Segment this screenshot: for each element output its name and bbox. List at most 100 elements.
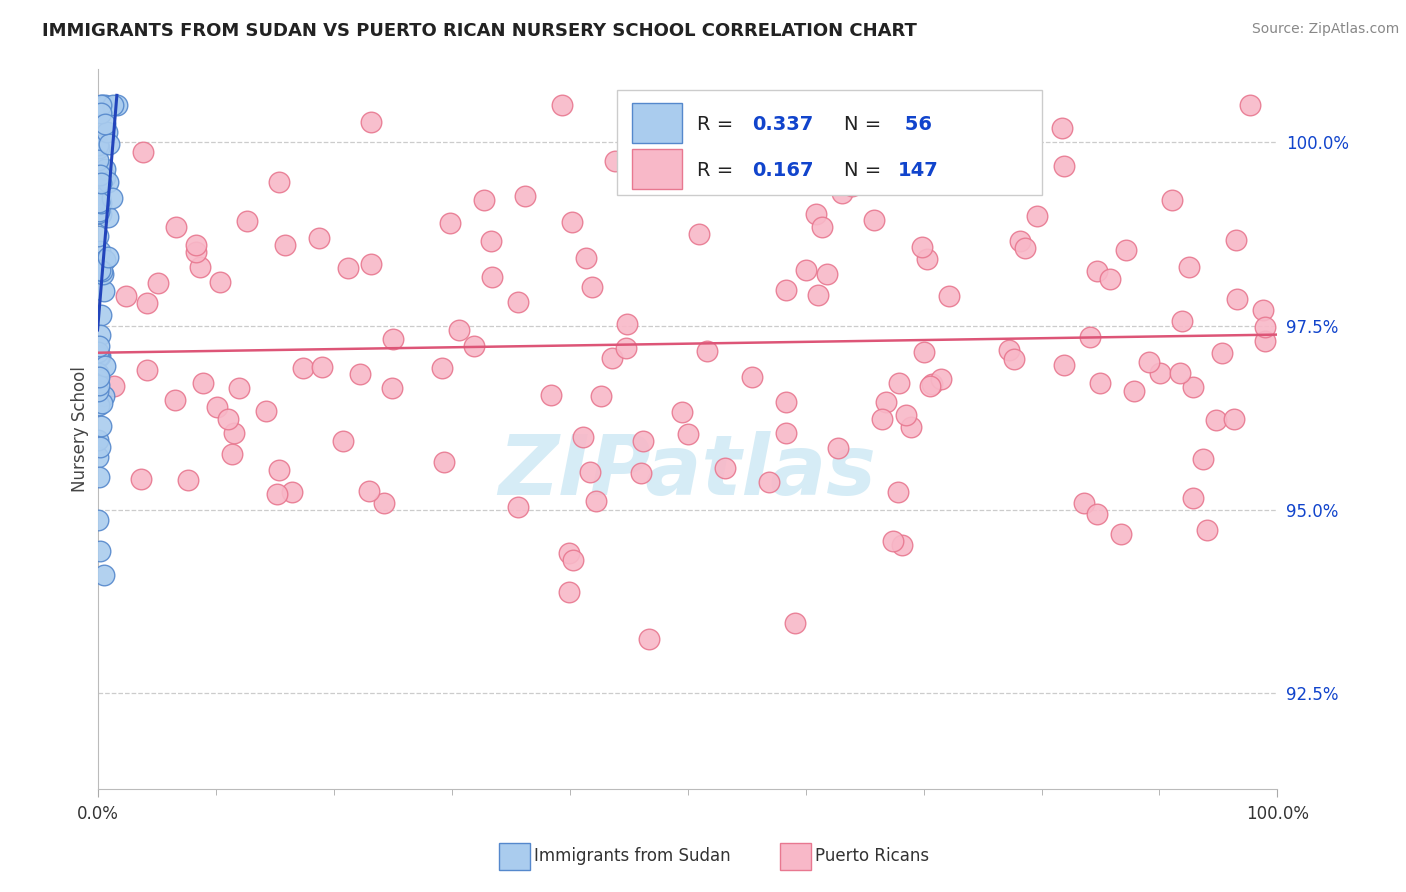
Point (811, 219, 834, 234)
Text: R =: R = (697, 161, 740, 180)
Point (638, 632, 661, 646)
Point (165, 219, 187, 234)
Point (114, 288, 136, 302)
Point (101, 98, 124, 112)
Point (447, 323, 470, 337)
Point (775, 283, 797, 297)
Point (630, 466, 652, 480)
Text: ZIPatlas: ZIPatlas (499, 432, 876, 512)
Point (97, 175, 120, 189)
Point (1053, 159, 1076, 173)
Point (918, 379, 941, 393)
Point (432, 360, 454, 375)
Point (900, 420, 922, 434)
Point (86, 433, 108, 447)
Point (506, 295, 529, 310)
Point (741, 369, 763, 384)
Bar (633, 103, 682, 143)
Point (1205, 413, 1227, 427)
Point (891, 538, 914, 552)
Point (928, 145, 950, 160)
Point (188, 260, 211, 274)
Point (562, 552, 585, 566)
Point (998, 343, 1021, 358)
Point (506, 500, 529, 515)
Point (953, 164, 976, 178)
Point (894, 408, 917, 422)
Point (267, 462, 290, 476)
Point (1050, 120, 1073, 135)
Point (1014, 241, 1036, 255)
Text: Immigrants from Sudan: Immigrants from Sudan (534, 847, 731, 865)
Point (90, 98, 112, 112)
Point (1085, 264, 1108, 278)
Point (280, 484, 302, 499)
Point (360, 257, 382, 271)
Text: 0.167: 0.167 (752, 161, 814, 180)
Point (222, 426, 245, 441)
Text: N =: N = (845, 161, 889, 180)
Point (758, 475, 780, 489)
Point (93, 567, 115, 582)
Point (87, 513, 110, 527)
Point (938, 289, 960, 303)
Point (135, 363, 157, 377)
Point (87, 204, 110, 219)
Point (191, 376, 214, 390)
Point (332, 434, 354, 449)
Point (93, 161, 115, 176)
Point (373, 496, 395, 510)
Bar (633, 149, 682, 189)
Point (602, 351, 624, 365)
Point (831, 186, 853, 200)
Point (90, 177, 112, 191)
Point (146, 276, 169, 290)
Point (846, 148, 869, 162)
Point (463, 339, 485, 353)
Point (1254, 334, 1277, 348)
Point (984, 128, 1007, 143)
Point (94, 359, 117, 373)
Point (1254, 319, 1277, 334)
Point (86, 450, 108, 465)
Point (585, 493, 607, 508)
Point (89, 440, 111, 454)
Point (136, 295, 159, 310)
Point (336, 261, 359, 276)
Point (887, 484, 910, 499)
Point (273, 238, 295, 252)
Point (572, 430, 595, 444)
Point (1149, 366, 1171, 380)
Point (382, 332, 405, 346)
Point (676, 427, 699, 442)
Point (1168, 366, 1191, 380)
Point (1226, 292, 1249, 306)
Point (631, 434, 654, 449)
Point (558, 546, 581, 560)
Point (221, 447, 243, 461)
Point (177, 473, 200, 487)
Point (875, 395, 897, 409)
Point (96, 125, 118, 139)
Point (357, 483, 380, 498)
Point (89, 544, 111, 558)
Point (89, 244, 111, 259)
Text: Source: ZipAtlas.com: Source: ZipAtlas.com (1251, 22, 1399, 37)
Text: N =: N = (845, 115, 889, 134)
Point (101, 191, 124, 205)
Point (775, 425, 797, 440)
Point (97, 250, 120, 264)
Point (688, 227, 710, 241)
Point (1251, 302, 1274, 317)
Point (479, 234, 502, 248)
Text: IMMIGRANTS FROM SUDAN VS PUERTO RICAN NURSERY SCHOOL CORRELATION CHART: IMMIGRANTS FROM SUDAN VS PUERTO RICAN NU… (42, 22, 917, 40)
Point (671, 405, 693, 419)
Point (696, 343, 718, 358)
Point (87, 349, 110, 363)
Point (87, 470, 110, 484)
Point (515, 189, 537, 203)
Point (1098, 271, 1121, 285)
Point (209, 276, 232, 290)
Point (915, 252, 938, 266)
Point (308, 231, 330, 245)
